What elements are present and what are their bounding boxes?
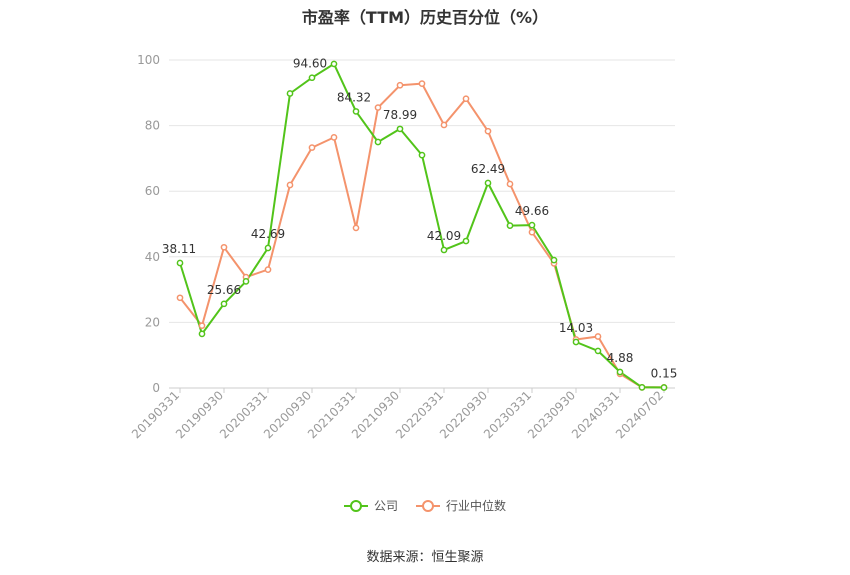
data-point (352, 224, 360, 232)
data-point (418, 151, 426, 159)
data-point (330, 134, 338, 141)
data-point (660, 384, 668, 391)
data-point (242, 278, 250, 285)
legend-item-company[interactable]: 公司 (343, 497, 398, 514)
data-point (286, 181, 294, 189)
y-tick-label: 100 (137, 53, 160, 67)
data-point (616, 368, 624, 376)
line-chart: 0 20 40 60 80 100 201903312019093020200331202… (129, 53, 678, 441)
legend-item-industry-median[interactable]: 行业中位数 (416, 497, 506, 514)
data-point (286, 90, 294, 97)
data-point (506, 222, 514, 229)
data-point (572, 338, 580, 346)
data-point (308, 74, 316, 82)
data-point (484, 179, 492, 187)
data-label: 84.32 (337, 90, 371, 104)
data-point (418, 80, 426, 87)
y-axis-ticks: 0 20 40 60 80 100 (137, 53, 160, 395)
data-point (198, 322, 206, 330)
series-points (176, 60, 668, 391)
series-line-0 (179, 62, 665, 389)
data-point (528, 221, 536, 229)
data-label: 62.49 (471, 162, 505, 176)
data-point (396, 125, 404, 133)
x-tick-label: 20240702 (613, 388, 666, 441)
data-point (176, 294, 184, 302)
series-lines (179, 62, 665, 389)
legend: 公司 行业中位数 (0, 497, 850, 514)
data-label: 78.99 (383, 108, 417, 122)
data-label: 42.69 (251, 227, 285, 241)
data-labels: 38.11 25.66 42.69 94.60 84.32 78.99 42.09 62.49… (162, 57, 678, 381)
data-point (264, 244, 272, 252)
data-label: 94.60 (293, 57, 327, 71)
data-point (396, 81, 404, 89)
data-point (550, 256, 558, 264)
y-tick-label: 80 (145, 119, 160, 133)
data-point (374, 104, 382, 111)
data-point (638, 383, 646, 391)
data-point (462, 95, 470, 103)
legend-label-company: 公司 (373, 499, 398, 513)
source-note: 数据来源：恒生聚源 (366, 550, 484, 565)
data-label: 25.66 (207, 283, 241, 297)
data-label: 38.11 (162, 242, 196, 256)
data-point (594, 347, 602, 355)
data-point (440, 121, 448, 129)
data-point (308, 144, 316, 151)
data-point (506, 180, 514, 188)
y-tick-label: 60 (145, 184, 160, 198)
y-tick-label: 20 (145, 315, 160, 329)
data-point (220, 243, 228, 251)
data-label: 49.66 (515, 204, 549, 218)
data-point (330, 60, 338, 68)
data-label: 0.15 (651, 367, 678, 381)
data-point (198, 330, 206, 338)
legend-swatch-industry-median (416, 499, 440, 512)
grid-lines (169, 59, 675, 323)
data-point (594, 333, 602, 340)
data-point (462, 237, 470, 245)
chart-title: 市盈率（TTM）历史百分位（%） (301, 8, 549, 27)
data-point (352, 108, 360, 115)
y-tick-label: 40 (145, 250, 160, 264)
data-label: 4.88 (607, 351, 634, 365)
y-tick-label: 0 (152, 381, 160, 395)
data-point (484, 127, 492, 135)
legend-swatch-company (343, 499, 368, 512)
data-point (374, 138, 382, 146)
legend-label-industry-median: 行业中位数 (446, 499, 507, 513)
data-point (220, 300, 228, 308)
data-point (264, 266, 272, 273)
data-label: 42.09 (427, 229, 461, 243)
data-point (176, 259, 184, 267)
x-axis: 2019033120190930202003312020093020210331… (129, 387, 675, 441)
data-point (440, 246, 448, 254)
data-label: 14.03 (559, 321, 593, 335)
data-point (528, 228, 536, 236)
